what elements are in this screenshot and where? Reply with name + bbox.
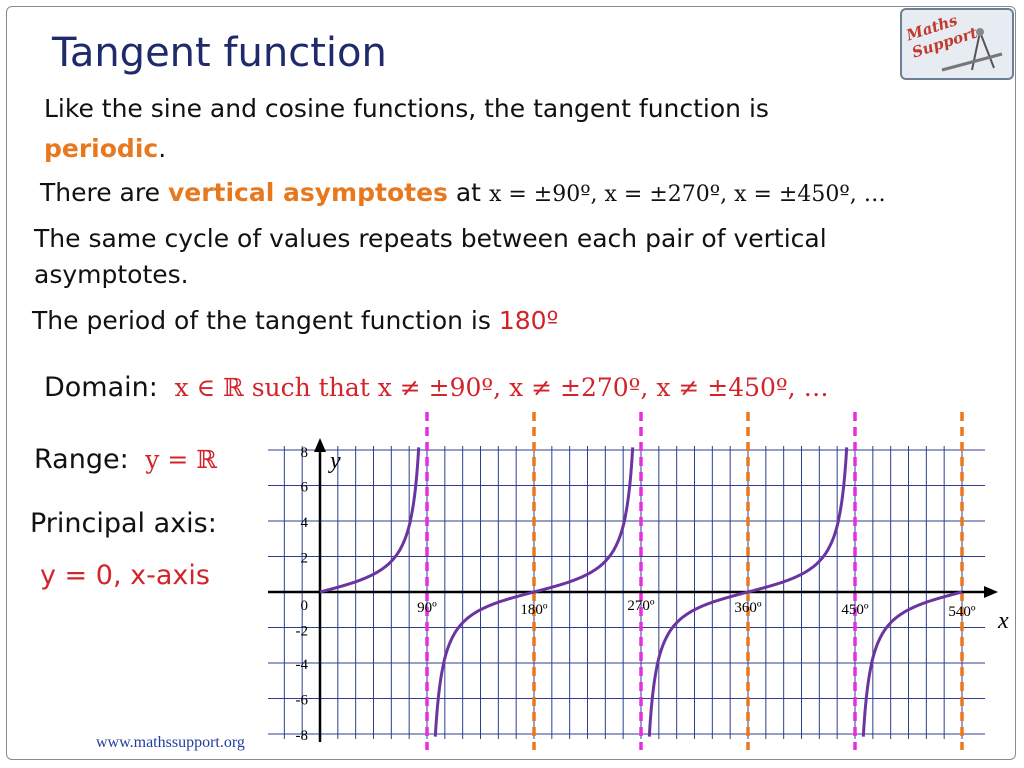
y-tick-label: -6 xyxy=(296,693,309,709)
y-tick-label: 2 xyxy=(301,551,309,567)
x-tick-label: 90º xyxy=(417,600,437,616)
y-tick-label: -2 xyxy=(296,624,309,640)
principal-axis-value: y = 0, x-axis xyxy=(40,560,210,591)
slide-frame xyxy=(6,6,1016,760)
tick-labels: 90º 180º 270º 360º 450º 540º 8 6 4 2 -2 -4 -6 -8 0 x y xyxy=(296,445,1010,744)
text-line-1b: periodic. xyxy=(44,134,167,163)
curve-branch-2 xyxy=(433,447,635,737)
x-tick-label: 540º xyxy=(948,604,976,620)
y-tick-label: -8 xyxy=(296,728,309,744)
origin-label: 0 xyxy=(301,598,309,614)
compass-icon xyxy=(941,28,1003,72)
text-line-1: Like the sine and cosine functions, the … xyxy=(44,94,769,123)
text-line-3b: asymptotes. xyxy=(34,260,189,289)
tangent-graph: 90º 180º 270º 360º 450º 540º 8 6 4 2 -2 -4 -6 -8 0 x y xyxy=(268,412,1010,750)
axes xyxy=(268,438,998,742)
curve-branch-3 xyxy=(647,447,849,737)
maths-support-logo: Maths Support xyxy=(900,8,1014,80)
x-axis-label: x xyxy=(997,608,1009,634)
curve-branch-4 xyxy=(861,590,963,737)
x-axis-arrow xyxy=(984,586,998,598)
y-axis-label: y xyxy=(328,448,341,474)
x-tick-label: 360º xyxy=(734,600,762,616)
y-tick-label: 8 xyxy=(301,445,309,461)
y-axis-arrow xyxy=(314,438,326,452)
asymptotes xyxy=(425,412,964,750)
text-line-4: The period of the tangent function is 18… xyxy=(32,306,559,335)
y-tick-label: 6 xyxy=(301,480,309,496)
curve-branch-1 xyxy=(319,447,421,594)
text-line-2: There are vertical asymptotes at x = ±90… xyxy=(40,178,886,207)
y-tick-label: 4 xyxy=(301,515,309,531)
x-tick-label: 270º xyxy=(627,598,655,614)
text-line-3: The same cycle of values repeats between… xyxy=(34,224,827,253)
range-row: Range: y = ℝ xyxy=(34,444,218,475)
x-tick-label: 180º xyxy=(520,602,548,618)
principal-axis-label: Principal axis: xyxy=(30,508,217,539)
domain-row: Domain: x ∈ ℝ such that x ≠ ±90º, x ≠ ±2… xyxy=(44,372,829,403)
page-title: Tangent function xyxy=(52,30,387,76)
website-url: www.mathssupport.org xyxy=(96,734,245,751)
x-tick-label: 450º xyxy=(841,602,869,618)
y-tick-label: -4 xyxy=(296,657,309,673)
tan-curve xyxy=(319,447,963,737)
